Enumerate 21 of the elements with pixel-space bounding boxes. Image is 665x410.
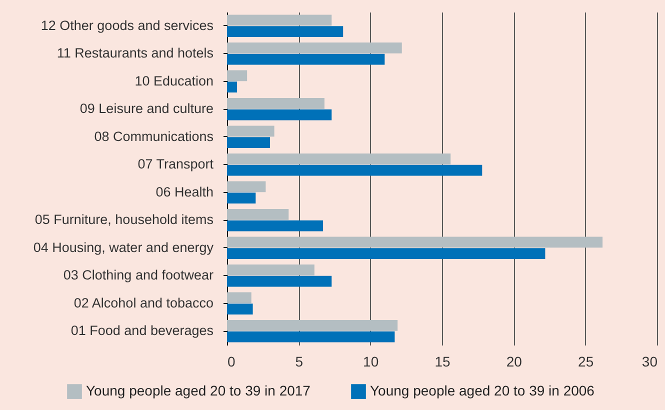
y-tick-label: 10 Education bbox=[134, 73, 214, 88]
y-tick-label: 08 Communications bbox=[94, 128, 214, 144]
x-tick-label: 25 bbox=[578, 354, 594, 370]
y-tick-label: 01 Food and beverages bbox=[70, 323, 214, 338]
y-tick-label: 09 Leisure and culture bbox=[80, 101, 214, 116]
y-tick-label: 12 Other goods and services bbox=[40, 18, 214, 33]
legend-label: Young people aged 20 to 39 in 2017 bbox=[86, 382, 311, 399]
y-tick-label: 03 Clothing and footwear bbox=[63, 268, 214, 283]
y-tick-label: 05 Furniture, household items bbox=[34, 212, 214, 228]
y-tick-label: 11 Restaurants and hotels bbox=[56, 46, 214, 61]
legend-label: Young people aged 20 to 39 in 2006 bbox=[370, 382, 595, 399]
x-tick-label: 5 bbox=[295, 354, 304, 370]
y-tick-label: 06 Health bbox=[156, 184, 214, 200]
x-tick-label: 30 bbox=[642, 354, 658, 370]
y-tick-label: 02 Alcohol and tobacco bbox=[74, 295, 214, 310]
x-tick-label: 0 bbox=[228, 354, 236, 370]
y-tick-label: 04 Housing, water and energy bbox=[33, 240, 214, 255]
x-tick-label: 15 bbox=[434, 354, 450, 370]
x-tick-label: 10 bbox=[363, 354, 379, 370]
x-tick-label: 20 bbox=[506, 354, 522, 370]
y-tick-label: 07 Transport bbox=[138, 156, 214, 172]
